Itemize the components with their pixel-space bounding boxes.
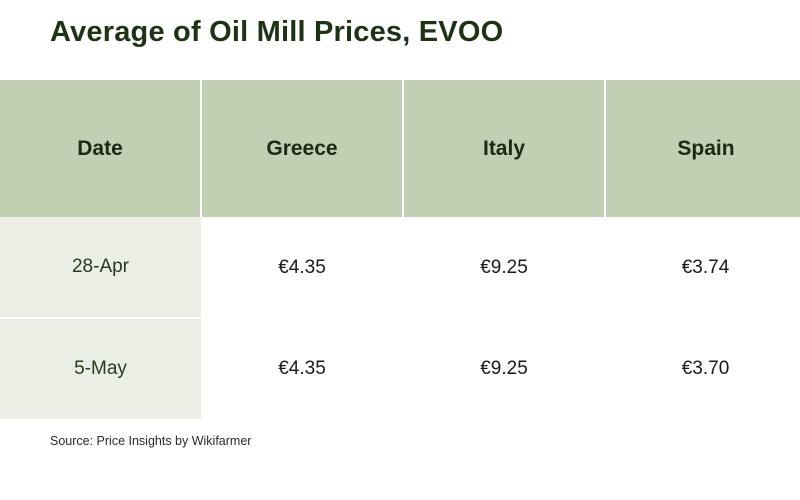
source-note: Source: Price Insights by Wikifarmer — [50, 434, 252, 448]
date-cell: 28-Apr — [0, 217, 201, 319]
table-row: 28-Apr €4.35 €9.25 €3.74 — [0, 217, 800, 319]
greece-price-cell: €4.35 — [201, 217, 403, 318]
column-header-greece: Greece — [201, 80, 404, 217]
table-row: 5-May €4.35 €9.25 €3.70 — [0, 318, 800, 419]
italy-price-cell: €9.25 — [403, 217, 605, 318]
spain-price-cell: €3.70 — [605, 318, 800, 419]
price-table: Date Greece Italy Spain 28-Apr €4.35 €9.… — [0, 80, 800, 419]
column-header-date: Date — [0, 80, 202, 217]
table-header-row: Date Greece Italy Spain — [0, 80, 800, 217]
greece-price-cell: €4.35 — [201, 318, 403, 419]
column-header-italy: Italy — [403, 80, 606, 217]
italy-price-cell: €9.25 — [403, 318, 605, 419]
date-cell: 5-May — [0, 318, 201, 419]
page-title: Average of Oil Mill Prices, EVOO — [50, 16, 504, 48]
spain-price-cell: €3.74 — [605, 217, 800, 318]
column-header-spain: Spain — [605, 80, 800, 217]
